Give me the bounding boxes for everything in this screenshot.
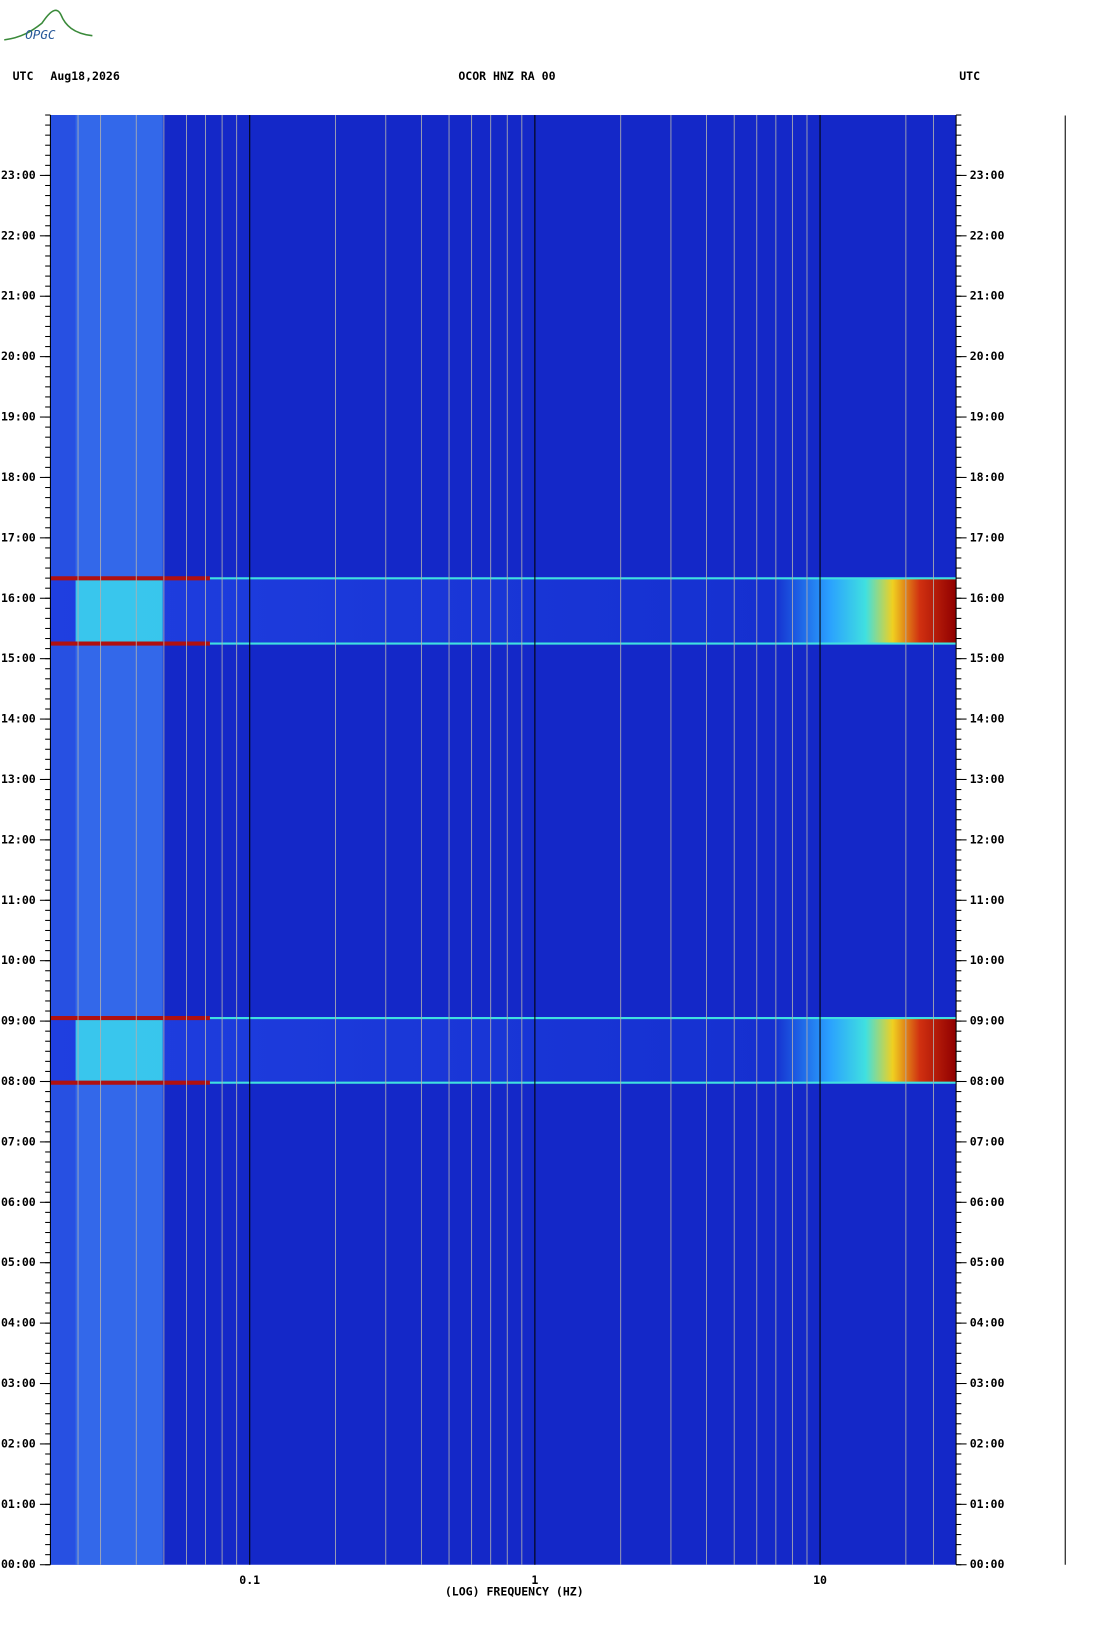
- y-tick-label: 06:00: [970, 1195, 1005, 1209]
- y-tick-label: 01:00: [970, 1497, 1005, 1511]
- event-low: [75, 578, 163, 644]
- y-tick-label: 22:00: [970, 228, 1005, 242]
- event: [50, 1018, 957, 1083]
- y-tick-label: 02:00: [1, 1436, 36, 1450]
- right-header: UTC: [959, 69, 980, 83]
- y-tick-label: 17:00: [1, 530, 36, 544]
- y-tick-label: 05:00: [970, 1255, 1005, 1269]
- y-tick-label: 21:00: [1, 289, 36, 303]
- left-header: UTC: [13, 69, 34, 83]
- y-tick-label: 16:00: [1, 591, 36, 605]
- y-tick-label: 08:00: [1, 1074, 36, 1088]
- y-tick-label: 20:00: [1, 349, 36, 363]
- y-tick-label: 05:00: [1, 1255, 36, 1269]
- x-axis-label: (LOG) FREQUENCY (HZ): [445, 1585, 584, 1599]
- y-tick-label: 10:00: [1, 953, 36, 967]
- y-tick-label: 18:00: [970, 470, 1005, 484]
- chart-title: OCOR HNZ RA 00: [458, 69, 555, 83]
- y-tick-label: 03:00: [970, 1376, 1005, 1390]
- y-tick-label: 04:00: [970, 1316, 1005, 1330]
- y-tick-label: 12:00: [1, 832, 36, 846]
- y-tick-label: 23:00: [970, 168, 1005, 182]
- y-tick-label: 15:00: [1, 651, 36, 665]
- date: Aug18,2026: [50, 69, 119, 83]
- y-tick-label: 03:00: [1, 1376, 36, 1390]
- y-tick-label: 14:00: [1, 712, 36, 726]
- y-tick-label: 12:00: [970, 832, 1005, 846]
- y-tick-label: 00:00: [1, 1557, 36, 1571]
- y-tick-label: 07:00: [970, 1134, 1005, 1148]
- y-tick-label: 15:00: [970, 651, 1005, 665]
- y-tick-label: 22:00: [1, 228, 36, 242]
- y-tick-label: 04:00: [1, 1316, 36, 1330]
- y-tick-label: 00:00: [970, 1557, 1005, 1571]
- y-tick-label: 18:00: [1, 470, 36, 484]
- y-tick-label: 11:00: [1, 893, 36, 907]
- y-tick-label: 07:00: [1, 1134, 36, 1148]
- y-tick-label: 13:00: [1, 772, 36, 786]
- y-tick-label: 01:00: [1, 1497, 36, 1511]
- y-tick-label: 16:00: [970, 591, 1005, 605]
- plot-background: [50, 115, 957, 1565]
- x-tick-label: 0.1: [239, 1573, 260, 1587]
- y-tick-label: 09:00: [1, 1014, 36, 1028]
- logo: OPGC: [25, 27, 56, 42]
- y-tick-label: 08:00: [970, 1074, 1005, 1088]
- x-tick-label: 10: [813, 1573, 827, 1587]
- y-tick-label: 21:00: [970, 289, 1005, 303]
- y-tick-label: 20:00: [970, 349, 1005, 363]
- event: [50, 578, 957, 644]
- y-tick-label: 10:00: [970, 953, 1005, 967]
- y-tick-label: 19:00: [970, 410, 1005, 424]
- logo-curve: [4, 9, 93, 41]
- y-tick-label: 14:00: [970, 712, 1005, 726]
- low-frequency-noise: [75, 115, 163, 1565]
- y-tick-label: 02:00: [970, 1436, 1005, 1450]
- y-tick-label: 19:00: [1, 410, 36, 424]
- y-tick-label: 06:00: [1, 1195, 36, 1209]
- y-tick-label: 11:00: [970, 893, 1005, 907]
- y-tick-label: 17:00: [970, 530, 1005, 544]
- y-tick-label: 23:00: [1, 168, 36, 182]
- x-tick-label: 1: [531, 1573, 538, 1587]
- event-low: [75, 1018, 163, 1083]
- y-tick-label: 09:00: [970, 1014, 1005, 1028]
- y-tick-label: 13:00: [970, 772, 1005, 786]
